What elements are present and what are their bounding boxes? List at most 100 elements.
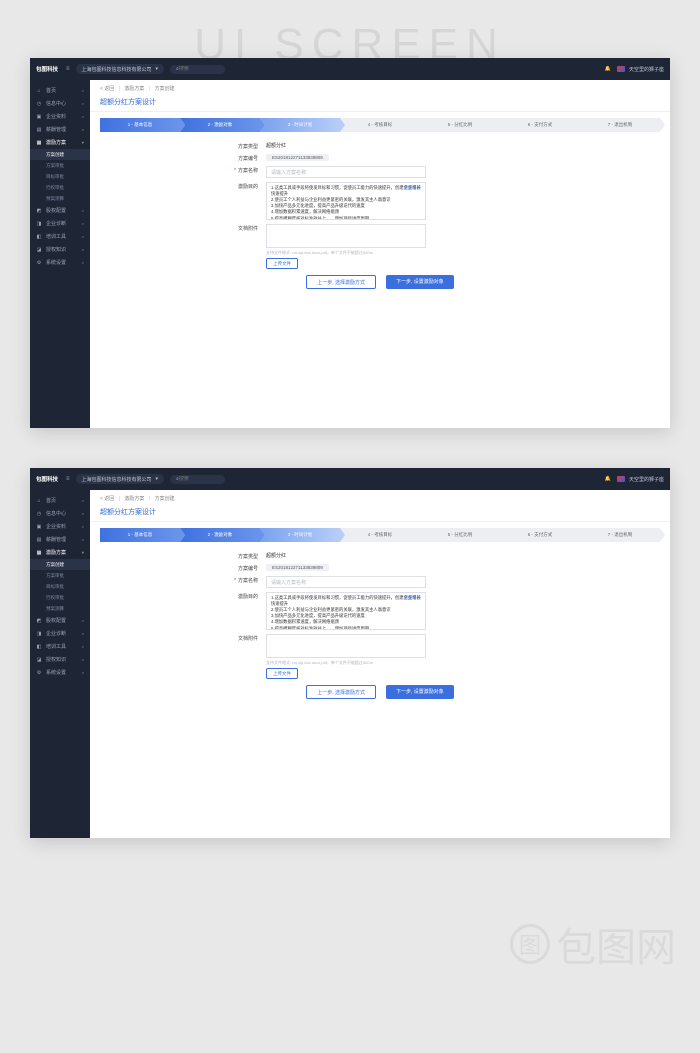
step[interactable]: 6 - 支付方式	[500, 118, 580, 132]
sidebar-icon: ▦	[36, 140, 42, 146]
topbar: 包图科技 ≡ 上海包图科技信息科技有限公司 ▾ ⌕ 🔔 天空里的狮子座	[30, 468, 670, 490]
file-dropzone[interactable]	[266, 224, 426, 248]
step[interactable]: 7 - 退出机制	[580, 118, 660, 132]
sidebar-subitem[interactable]: 方案审批	[30, 160, 90, 171]
menu-icon[interactable]: ≡	[66, 66, 70, 72]
sidebar-label: 系统设置	[46, 259, 66, 266]
sidebar-subitem[interactable]: 方案审批	[30, 570, 90, 581]
sidebar-icon: ◨	[36, 631, 42, 637]
sidebar-item[interactable]: ▤薪酬管理>	[30, 533, 90, 546]
sidebar-item[interactable]: ◪授权知识>	[30, 653, 90, 666]
step[interactable]: 1 - 基本信息	[100, 118, 180, 132]
sidebar-subitem[interactable]: 行权审批	[30, 592, 90, 603]
sidebar-item[interactable]: ⚙系统设置>	[30, 256, 90, 269]
sidebar-item[interactable]: ▤薪酬管理>	[30, 123, 90, 136]
step[interactable]: 7 - 退出机制	[580, 528, 660, 542]
sidebar-item[interactable]: ◧培训工具>	[30, 230, 90, 243]
sidebar-subitem[interactable]: 预案测算	[30, 193, 90, 204]
reorder-link[interactable]: 重新排序	[404, 185, 421, 191]
sidebar-item[interactable]: ▦激励方案˅	[30, 546, 90, 559]
step[interactable]: 2 - 激励对象	[180, 528, 260, 542]
sidebar-subitem[interactable]: 行权审批	[30, 182, 90, 193]
bell-icon[interactable]: 🔔	[605, 476, 611, 482]
step[interactable]: 4 - 考核目标	[340, 528, 420, 542]
prev-button[interactable]: 上一步, 选择激励方式	[306, 685, 376, 699]
sidebar-label: 授权知识	[46, 246, 66, 253]
sidebar-item[interactable]: ⌂首页>	[30, 494, 90, 507]
sidebar-icon: ◷	[36, 511, 42, 517]
crumb-b: 方案创建	[155, 496, 175, 502]
sidebar-subitem[interactable]: 目标审批	[30, 581, 90, 592]
sidebar-label: 股权配置	[46, 617, 66, 624]
back-link[interactable]: < 返回	[100, 86, 114, 92]
label-type: 方案类型	[210, 552, 266, 560]
step[interactable]: 6 - 支付方式	[500, 528, 580, 542]
value-no: ES201812271133839809	[266, 564, 329, 571]
company-dropdown[interactable]: 上海包图科技信息科技有限公司 ▾	[76, 64, 165, 74]
search-box[interactable]: ⌕	[170, 475, 225, 484]
search-input[interactable]	[179, 66, 219, 72]
sidebar-subitem[interactable]: 预案测算	[30, 603, 90, 614]
sidebar-item[interactable]: ⚙系统设置>	[30, 666, 90, 679]
reorder-link[interactable]: 重新排序	[404, 595, 421, 601]
upload-button[interactable]: 上传文件	[266, 258, 298, 269]
sidebar-item[interactable]: ◩股权配置>	[30, 614, 90, 627]
sidebar-subitem[interactable]: 方案创建	[30, 559, 90, 570]
sidebar-subitem[interactable]: 方案创建	[30, 149, 90, 160]
search-input[interactable]	[179, 476, 219, 482]
sidebar-label: 激励方案	[46, 139, 66, 146]
company-dropdown[interactable]: 上海包图科技信息科技有限公司 ▾	[76, 474, 165, 484]
sidebar-item[interactable]: ◨企业诊断>	[30, 217, 90, 230]
username: 天空里的狮子座	[629, 66, 664, 73]
value-type: 超额分红	[266, 142, 550, 149]
step[interactable]: 1 - 基本信息	[100, 528, 180, 542]
textarea-goal[interactable]: 重新排序 1.这类工具或手段将使发目标和习惯，促使员工能力的快速提升，创建企业增…	[266, 592, 426, 630]
chevron-icon: >	[82, 247, 84, 252]
sidebar-item[interactable]: ▣企业资料>	[30, 520, 90, 533]
sidebar-item[interactable]: ◨企业诊断>	[30, 627, 90, 640]
chevron-icon: ˅	[82, 140, 84, 145]
sidebar-item[interactable]: ◪ 授权知识 >	[30, 243, 90, 256]
avatar[interactable]	[617, 476, 625, 482]
sidebar-item[interactable]: ◧培训工具>	[30, 640, 90, 653]
search-box[interactable]: ⌕	[170, 65, 225, 74]
file-dropzone[interactable]	[266, 634, 426, 658]
step[interactable]: 5 - 分红比例	[420, 118, 500, 132]
sidebar-label: 授权知识	[46, 656, 66, 663]
step[interactable]: 3 - 时间计划	[260, 528, 340, 542]
breadcrumb: < 返回 | 激励方案 / 方案创建	[90, 490, 670, 505]
step[interactable]: 5 - 分红比例	[420, 528, 500, 542]
chevron-icon: >	[82, 234, 84, 239]
next-button[interactable]: 下一步, 设置激励对象	[386, 685, 454, 699]
back-link[interactable]: < 返回	[100, 496, 114, 502]
crumb-a[interactable]: 激励方案	[124, 496, 144, 502]
sidebar-item[interactable]: ▦ 激励方案 ˅	[30, 136, 90, 149]
next-button[interactable]: 下一步, 设置激励对象	[386, 275, 454, 289]
crumb-a[interactable]: 激励方案	[124, 86, 144, 92]
textarea-goal[interactable]: 重新排序 1.这类工具或手段将使发目标和习惯，促使员工能力的快速提升，创建企业增…	[266, 182, 426, 220]
goal-text: 1.这类工具或手段将使发目标和习惯，促使员工能力的快速提升，创建企业增长快速提升…	[271, 595, 421, 631]
menu-icon[interactable]: ≡	[66, 476, 70, 482]
sidebar-label: 信息中心	[46, 510, 66, 517]
sidebar-item[interactable]: ◷信息中心>	[30, 507, 90, 520]
input-name[interactable]: 请输入方案名称	[266, 166, 426, 178]
input-name[interactable]: 请输入方案名称	[266, 576, 426, 588]
sidebar-label: 企业诊断	[46, 630, 66, 637]
step[interactable]: 4 - 考核目标	[340, 118, 420, 132]
prev-button[interactable]: 上一步, 选择激励方式	[306, 275, 376, 289]
sidebar-icon: ◩	[36, 618, 42, 624]
sidebar-item[interactable]: ◩股权配置>	[30, 204, 90, 217]
sidebar-subitem[interactable]: 目标审批	[30, 171, 90, 182]
sidebar-item[interactable]: ⌂首页>	[30, 84, 90, 97]
sidebar-icon: ▦	[36, 550, 42, 556]
step[interactable]: 3 - 时间计划	[260, 118, 340, 132]
sidebar-item[interactable]: ▣企业资料>	[30, 110, 90, 123]
label-goal: 激励目的	[210, 182, 266, 190]
avatar[interactable]	[617, 66, 625, 72]
sidebar-icon: ◪	[36, 247, 42, 253]
upload-button[interactable]: 上传文件	[266, 668, 298, 679]
step[interactable]: 2 - 激励对象	[180, 118, 260, 132]
bell-icon[interactable]: 🔔	[605, 66, 611, 72]
sidebar-label: 信息中心	[46, 100, 66, 107]
sidebar-item[interactable]: ◷信息中心>	[30, 97, 90, 110]
